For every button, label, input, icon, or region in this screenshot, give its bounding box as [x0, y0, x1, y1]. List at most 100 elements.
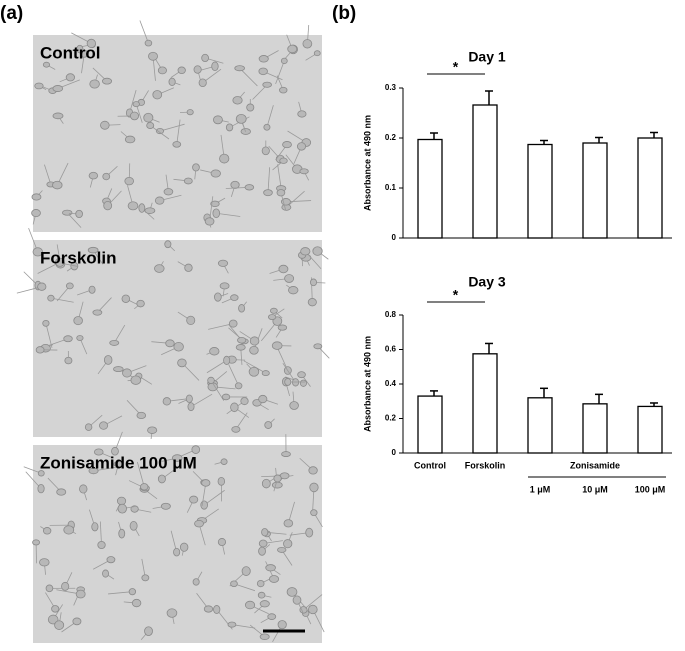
cell: [194, 66, 201, 74]
cell: [52, 605, 59, 612]
cell: [113, 367, 123, 372]
cell: [283, 141, 292, 147]
cell: [145, 627, 153, 636]
cell: [178, 67, 185, 74]
cell: [137, 300, 145, 307]
y-tick-label: 0.8: [385, 310, 397, 319]
cell: [117, 497, 125, 505]
cell: [290, 402, 299, 410]
cell: [214, 293, 221, 301]
cell: [259, 68, 268, 75]
cell: [99, 422, 107, 430]
cell: [187, 109, 193, 114]
cell: [48, 295, 54, 301]
micrograph-label: Zonisamide 100 μM: [40, 453, 197, 472]
cell: [130, 112, 138, 120]
significance-mark: *: [453, 59, 459, 75]
cell: [224, 356, 230, 364]
cell: [35, 83, 43, 89]
cell: [264, 190, 273, 196]
cell: [98, 541, 105, 548]
cell: [282, 452, 291, 457]
cell: [174, 342, 184, 351]
cell: [144, 113, 153, 122]
cell: [231, 403, 239, 412]
cell: [102, 570, 108, 577]
cell: [166, 340, 175, 347]
cell: [262, 147, 269, 155]
cell: [76, 590, 85, 598]
cell: [277, 189, 285, 196]
cell: [213, 209, 220, 218]
cell: [313, 247, 322, 256]
cell: [185, 264, 193, 271]
cell: [52, 181, 62, 189]
cell: [133, 102, 140, 107]
cell: [161, 503, 170, 509]
cell: [232, 426, 240, 432]
bar: [638, 138, 662, 238]
cell: [186, 395, 192, 403]
cell: [64, 336, 73, 342]
cell: [104, 356, 112, 365]
cell: [314, 51, 320, 56]
cell: [90, 80, 100, 88]
cell: [192, 446, 200, 454]
y-tick-label: 0.1: [385, 183, 397, 192]
cell: [262, 371, 269, 376]
x-tick-label: Forskolin: [465, 460, 506, 470]
cell: [174, 548, 180, 556]
cell: [128, 202, 138, 210]
cell: [122, 295, 130, 303]
cell: [221, 459, 227, 465]
cell: [92, 523, 98, 531]
bar: [583, 143, 607, 238]
cell: [260, 601, 269, 607]
cell: [118, 504, 127, 513]
cell: [272, 482, 282, 488]
y-tick-label: 0.2: [385, 133, 397, 142]
cell: [245, 601, 254, 609]
cell: [66, 74, 74, 81]
cell: [214, 605, 220, 613]
cell: [65, 357, 72, 364]
cell: [314, 344, 322, 349]
cell: [222, 394, 230, 400]
cell: [301, 248, 310, 255]
cell: [288, 286, 298, 293]
cell: [263, 82, 272, 87]
cell: [285, 379, 291, 386]
cell: [236, 114, 246, 123]
cell: [38, 484, 44, 493]
cell: [247, 104, 254, 111]
cell: [139, 204, 145, 213]
cell: [53, 85, 63, 91]
cell: [89, 172, 98, 179]
significance-mark: *: [453, 287, 459, 303]
cell: [62, 582, 69, 590]
cell: [33, 540, 40, 545]
cell: [306, 528, 313, 537]
x-tick-label: 1 μM: [530, 484, 551, 494]
cell: [158, 475, 165, 483]
y-tick-label: 0.2: [385, 414, 397, 423]
cell: [228, 622, 236, 627]
cell: [125, 177, 134, 185]
cell: [199, 79, 206, 87]
cell: [279, 87, 287, 93]
cell: [167, 609, 177, 618]
cell: [142, 575, 149, 581]
cell: [153, 90, 162, 99]
micrograph-label: Control: [40, 43, 100, 62]
cell: [231, 181, 239, 188]
cell: [103, 173, 110, 180]
group-label: Zonisamide: [570, 460, 620, 470]
cell: [164, 188, 173, 195]
cell: [148, 52, 157, 60]
cell: [249, 367, 259, 376]
cell: [226, 124, 232, 131]
cell: [93, 310, 102, 315]
cell: [272, 342, 282, 350]
cell: [43, 527, 51, 534]
